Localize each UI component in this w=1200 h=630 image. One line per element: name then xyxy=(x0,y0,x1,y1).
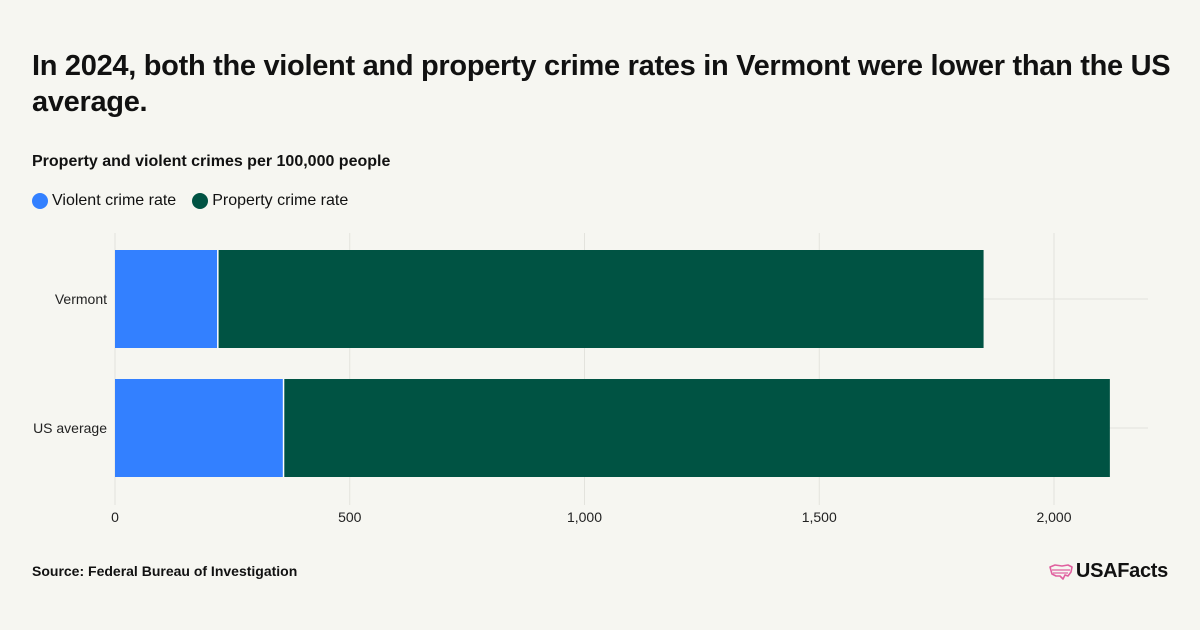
bar-property-vermont xyxy=(217,250,984,348)
category-label: Vermont xyxy=(55,291,107,307)
usafacts-logo: USAFacts xyxy=(1049,560,1168,583)
bar-property-us-average xyxy=(283,379,1110,477)
x-tick-label: 0 xyxy=(111,509,119,525)
logo-text: USAFacts xyxy=(1075,560,1168,582)
legend-swatch-violent xyxy=(32,193,48,209)
legend-label-violent: Violent crime rate xyxy=(52,192,177,209)
chart-subtitle: Property and violent crimes per 100,000 … xyxy=(32,153,391,170)
legend-swatch-property xyxy=(192,193,209,209)
x-tick-label: 1,000 xyxy=(567,509,602,525)
category-label: US average xyxy=(33,420,107,436)
chart-title: In 2024, both the violent and property c… xyxy=(32,50,1171,118)
legend-item-violent: Violent crime rate xyxy=(32,192,176,210)
x-tick-label: 500 xyxy=(338,509,362,525)
bar-violent-vermont xyxy=(115,250,218,348)
bar-chart: Vermont US average 0 500 1,000 1,500 2,000 xyxy=(33,233,1148,525)
x-tick-label: 2,000 xyxy=(1036,509,1071,525)
legend: Violent crime rate Property crime rate xyxy=(32,192,364,210)
source-note: Source: Federal Bureau of Investigation xyxy=(32,563,298,579)
legend-item-property: Property crime rate xyxy=(192,192,348,210)
x-tick-label: 1,500 xyxy=(802,509,837,525)
bar-violent-us-average xyxy=(115,379,284,477)
us-map-logo-icon xyxy=(1049,563,1073,580)
legend-label-property: Property crime rate xyxy=(212,192,349,209)
